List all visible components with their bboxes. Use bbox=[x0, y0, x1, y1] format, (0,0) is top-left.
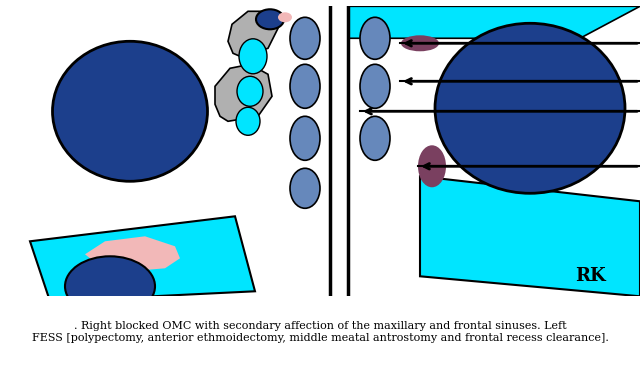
Ellipse shape bbox=[418, 145, 446, 187]
Polygon shape bbox=[420, 176, 640, 296]
Polygon shape bbox=[85, 236, 180, 271]
Ellipse shape bbox=[401, 35, 439, 51]
Ellipse shape bbox=[290, 64, 320, 108]
Text: RK: RK bbox=[575, 267, 605, 285]
Polygon shape bbox=[30, 216, 255, 301]
Ellipse shape bbox=[290, 168, 320, 208]
Text: . Right blocked OMC with secondary affection of the maxillary and frontal sinuse: . Right blocked OMC with secondary affec… bbox=[31, 321, 609, 343]
Polygon shape bbox=[228, 11, 278, 56]
Polygon shape bbox=[215, 64, 272, 121]
Ellipse shape bbox=[360, 64, 390, 108]
Ellipse shape bbox=[290, 17, 320, 59]
Ellipse shape bbox=[290, 116, 320, 160]
Ellipse shape bbox=[360, 17, 390, 59]
Ellipse shape bbox=[236, 107, 260, 135]
Ellipse shape bbox=[237, 76, 263, 106]
Ellipse shape bbox=[52, 41, 207, 181]
Ellipse shape bbox=[65, 256, 155, 316]
Ellipse shape bbox=[239, 39, 267, 74]
Ellipse shape bbox=[278, 12, 292, 22]
Ellipse shape bbox=[256, 9, 284, 29]
Polygon shape bbox=[348, 6, 640, 38]
Ellipse shape bbox=[360, 116, 390, 160]
Ellipse shape bbox=[435, 23, 625, 193]
